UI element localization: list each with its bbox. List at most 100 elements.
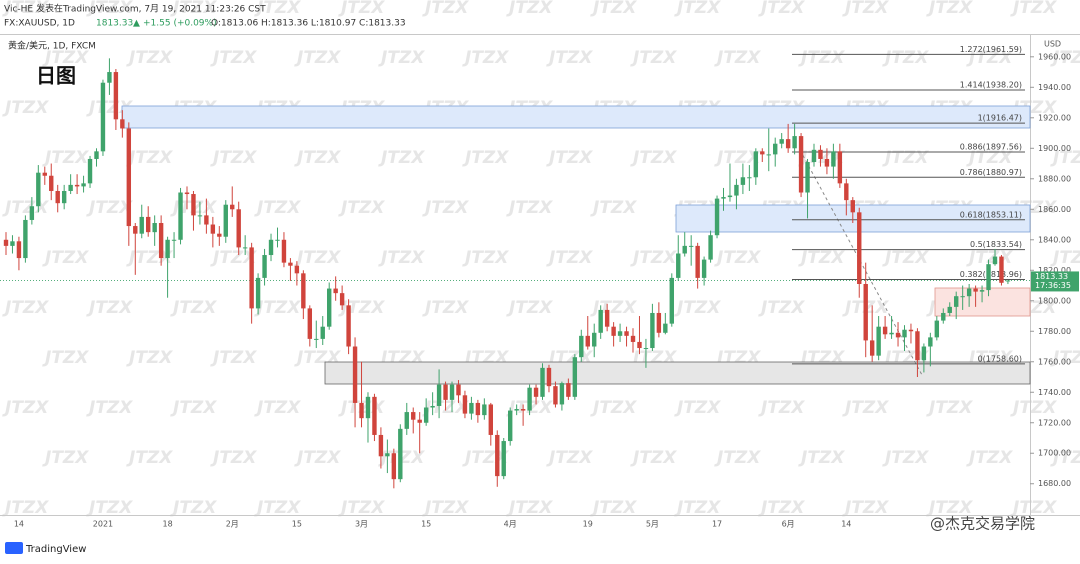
watermark: JTZX [378, 48, 425, 68]
watermark: JTZX [86, 98, 133, 118]
watermark: JTZX [758, 498, 805, 518]
candle-body [275, 239, 280, 241]
candle-body [55, 190, 60, 204]
candle-body [197, 215, 203, 217]
candle-body [423, 407, 429, 423]
candle-body [378, 434, 384, 457]
watermark: JTZX [462, 48, 509, 68]
candle-body [579, 335, 584, 358]
watermark: JTZX [86, 398, 133, 418]
candle-body [249, 247, 254, 309]
x-tick-label: 15 [421, 520, 431, 529]
y-tick-label: 1940.00 [1038, 83, 1071, 92]
watermark: JTZX [294, 148, 341, 168]
watermark: JTZX [966, 448, 1013, 468]
watermark: JTZX [758, 298, 805, 318]
candle-body [708, 235, 713, 260]
watermark: JTZX [86, 0, 133, 18]
watermark: JTZX [294, 48, 341, 68]
candle-body [811, 149, 817, 163]
candle-body [281, 239, 287, 263]
candle-body [314, 338, 319, 340]
candle-body [766, 154, 771, 156]
candle-body [74, 184, 80, 187]
watermark: JTZX [2, 498, 49, 518]
candle-body [553, 386, 558, 405]
watermark: JTZX [170, 498, 217, 518]
watermark: JTZX [674, 398, 721, 418]
watermark: JTZX [2, 198, 49, 218]
candle-body [398, 428, 403, 480]
watermark: JTZX [590, 398, 637, 418]
symbol: FX:XAUUSD, 1D [4, 19, 75, 29]
candle-body [979, 290, 985, 292]
plot: 1680.00 1700.00 1720.00 1740.00 1760.00 1780.… [0, 45, 1079, 529]
candle-body [921, 346, 927, 361]
candle-body [566, 383, 571, 397]
candle-body [701, 259, 707, 278]
candle-body [682, 245, 687, 254]
watermark: JTZX [42, 148, 89, 168]
watermark: JTZX [758, 398, 805, 418]
candle-body [837, 151, 843, 184]
watermark: JTZX [422, 298, 469, 318]
watermark: JTZX [210, 148, 257, 168]
watermark: JTZX [170, 298, 217, 318]
watermark: JTZX [126, 348, 173, 368]
watermark: JTZX [714, 148, 761, 168]
candle-body [585, 335, 590, 347]
watermark: JTZX [506, 498, 553, 518]
candle-body [869, 340, 875, 356]
candle-body [540, 367, 545, 397]
watermark: JTZX [1010, 0, 1057, 18]
credit: @杰克交易学院 [930, 515, 1035, 533]
candle-body [191, 194, 196, 216]
candle-body [462, 395, 468, 414]
watermark: JTZX [590, 198, 637, 218]
candle-body [721, 197, 726, 199]
candle-body [960, 296, 965, 298]
watermark: JTZX [546, 48, 593, 68]
candle-body [1005, 280, 1011, 282]
candle-body [23, 219, 28, 259]
watermark: JTZX [42, 48, 89, 68]
price-tag [1031, 271, 1079, 292]
candle-body [3, 239, 9, 246]
watermark: JTZX [1050, 148, 1080, 168]
watermark: JTZX [462, 148, 509, 168]
candle-body [482, 404, 487, 416]
y-tick-label: 1680.00 [1038, 479, 1071, 488]
watermark: JTZX [926, 0, 973, 18]
candle-body [559, 383, 565, 405]
watermark: JTZX [2, 98, 49, 118]
candle-body [753, 151, 759, 178]
candle-body [230, 204, 235, 210]
candle-body [16, 241, 22, 259]
candle-body [294, 265, 300, 274]
watermark: JTZX [506, 198, 553, 218]
fib-label: 1.414(1938.20) [960, 81, 1022, 90]
fib-label: 0.382(1813.96) [960, 270, 1022, 279]
watermark: JTZX [714, 248, 761, 268]
candle-body [36, 172, 41, 207]
candle-body [391, 453, 397, 480]
candle-body [217, 233, 222, 237]
fib-label: 0.5(1833.54) [970, 240, 1022, 249]
watermark: JTZX [590, 298, 637, 318]
watermark: JTZX [882, 148, 929, 168]
watermark: JTZX [882, 48, 929, 68]
watermark: JTZX [882, 248, 929, 268]
candle-body [365, 396, 371, 419]
watermark: JTZX [170, 0, 217, 18]
fib-label: 0(1758.60) [978, 354, 1022, 363]
watermark: JTZX [630, 48, 677, 68]
publisher: Vic-HE 发表在TradingView.com, 7月 19, 2021 1… [4, 3, 266, 15]
y-tick-label: 1720.00 [1038, 418, 1071, 427]
candle-body [501, 441, 506, 477]
candle-body [773, 143, 778, 155]
y-tick-label: 1700.00 [1038, 449, 1071, 458]
watermark: JTZX [1050, 48, 1080, 68]
change: +1.55 (+0.09%) [143, 19, 217, 29]
watermark: JTZX [2, 398, 49, 418]
